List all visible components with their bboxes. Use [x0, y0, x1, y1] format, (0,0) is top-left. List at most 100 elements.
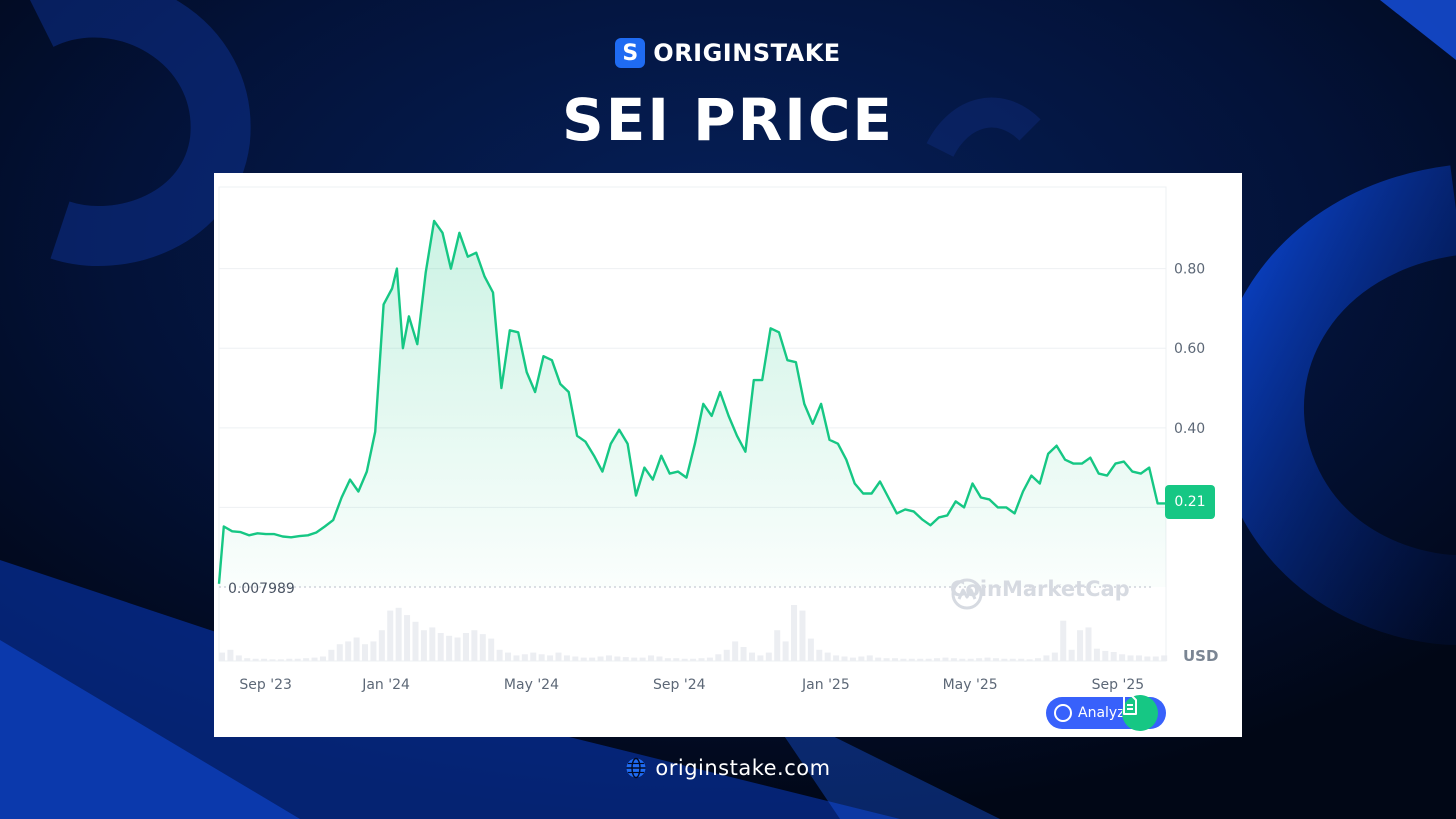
volume-bar [732, 641, 739, 661]
globe-icon [626, 757, 646, 779]
volume-bar [496, 649, 503, 661]
footer-url[interactable]: originstake.com [655, 756, 831, 780]
volume-bar [1152, 656, 1159, 661]
volume-bar [891, 658, 898, 661]
volume-bar [252, 658, 259, 661]
brand-logo-icon: S [615, 38, 646, 68]
volume-bar [597, 656, 604, 661]
volume-bar [782, 641, 789, 661]
volume-bar [1102, 650, 1109, 661]
volume-bar [261, 658, 268, 661]
volume-bar [538, 654, 545, 661]
volume-bar [690, 658, 697, 661]
volume-bar [698, 658, 705, 661]
footer: originstake.com [0, 756, 1456, 780]
volume-bar [681, 658, 688, 661]
volume-bar [412, 621, 419, 661]
analyze-chart-icon [1054, 704, 1072, 722]
volume-bar [387, 610, 394, 661]
volume-bar [370, 641, 377, 661]
volume-bar [395, 607, 402, 661]
volume-bar [488, 638, 495, 661]
volume-bar [1051, 652, 1058, 661]
volume-bar [723, 649, 730, 661]
volume-bar [471, 630, 478, 661]
price-chart-card: 0.80 0.60 0.40 Sep '23 Jan '24 May '24 Sep '2… [214, 173, 1242, 737]
analyze-label: Analyze [1078, 705, 1134, 721]
volume-bar [605, 655, 612, 661]
volume-bar [547, 655, 554, 661]
volume-bar [799, 610, 806, 661]
volume-bar [479, 634, 486, 661]
volume-bar [353, 637, 360, 661]
currency-label: USD [1183, 647, 1219, 665]
volume-bar [404, 615, 411, 661]
volume-bar [950, 658, 957, 661]
volume-bar [740, 647, 747, 661]
volume-bar [648, 655, 655, 661]
volume-bar [1144, 656, 1151, 661]
x-tick-label: Sep '23 [239, 677, 292, 693]
volume-bar [959, 658, 966, 661]
price-chart: 0.80 0.60 0.40 Sep '23 Jan '24 May '24 Sep '2… [217, 186, 1205, 693]
volume-bar [513, 655, 520, 661]
volume-bar [1161, 655, 1168, 661]
volume-bar [286, 658, 293, 661]
volume-bar [1110, 652, 1117, 661]
min-price-label: 0.007989 [228, 581, 295, 597]
price-area [219, 220, 1166, 587]
volume-bar [631, 657, 638, 661]
x-tick-label: Jan '25 [801, 677, 850, 693]
volume-bar [757, 655, 764, 661]
volume-bar [454, 637, 461, 661]
volume-bar [1127, 655, 1134, 661]
volume-bar [235, 655, 242, 661]
volume-bar [967, 658, 974, 661]
volume-bar [976, 658, 983, 661]
x-tick-label: Sep '24 [653, 677, 706, 693]
volume-bar [1001, 658, 1008, 661]
volume-bar [866, 655, 873, 661]
volume-bar [1035, 658, 1042, 661]
volume-bar [984, 657, 991, 661]
volume-bar [420, 630, 427, 661]
document-button[interactable] [1122, 695, 1158, 731]
volume-bar [715, 654, 722, 661]
volume-bar [580, 657, 587, 661]
volume-bar [219, 652, 225, 661]
volume-bar [1060, 620, 1067, 661]
volume-bar [925, 658, 932, 661]
volume-bar [942, 657, 949, 661]
volume-bar [849, 657, 856, 661]
volume-bar [437, 633, 444, 661]
volume-bar [429, 627, 436, 661]
volume-bar [841, 656, 848, 661]
volume-bar [336, 644, 343, 661]
page-title: SEI PRICE [561, 86, 895, 154]
volume-bar [816, 649, 823, 661]
volume-bar [572, 656, 579, 661]
volume-bar [446, 635, 453, 661]
volume-bar [1043, 655, 1050, 661]
brand-name: ORIGINSTAKE [653, 39, 841, 67]
volume-bar [992, 658, 999, 661]
volume-bar [303, 658, 310, 661]
volume-bar [521, 654, 528, 661]
volume-bar [311, 657, 318, 661]
volume-bar [345, 641, 352, 661]
coinmarketcap-watermark: CoinMarketCap [950, 577, 1130, 610]
brand-logo: S ORIGINSTAKE [0, 38, 1456, 68]
volume-bar [505, 652, 512, 661]
volume-bar [934, 658, 941, 661]
volume-bar [294, 658, 301, 661]
volume-bar [622, 657, 629, 661]
volume-bar [1135, 655, 1142, 661]
volume-bar [706, 657, 713, 661]
volume-bar [1093, 648, 1100, 661]
document-icon [1123, 695, 1137, 715]
volume-bar [791, 605, 798, 661]
volume-bar [1018, 658, 1025, 661]
volume-bar [917, 658, 924, 661]
volume-bar [807, 638, 814, 661]
y-tick-label: 0.60 [1174, 341, 1205, 357]
